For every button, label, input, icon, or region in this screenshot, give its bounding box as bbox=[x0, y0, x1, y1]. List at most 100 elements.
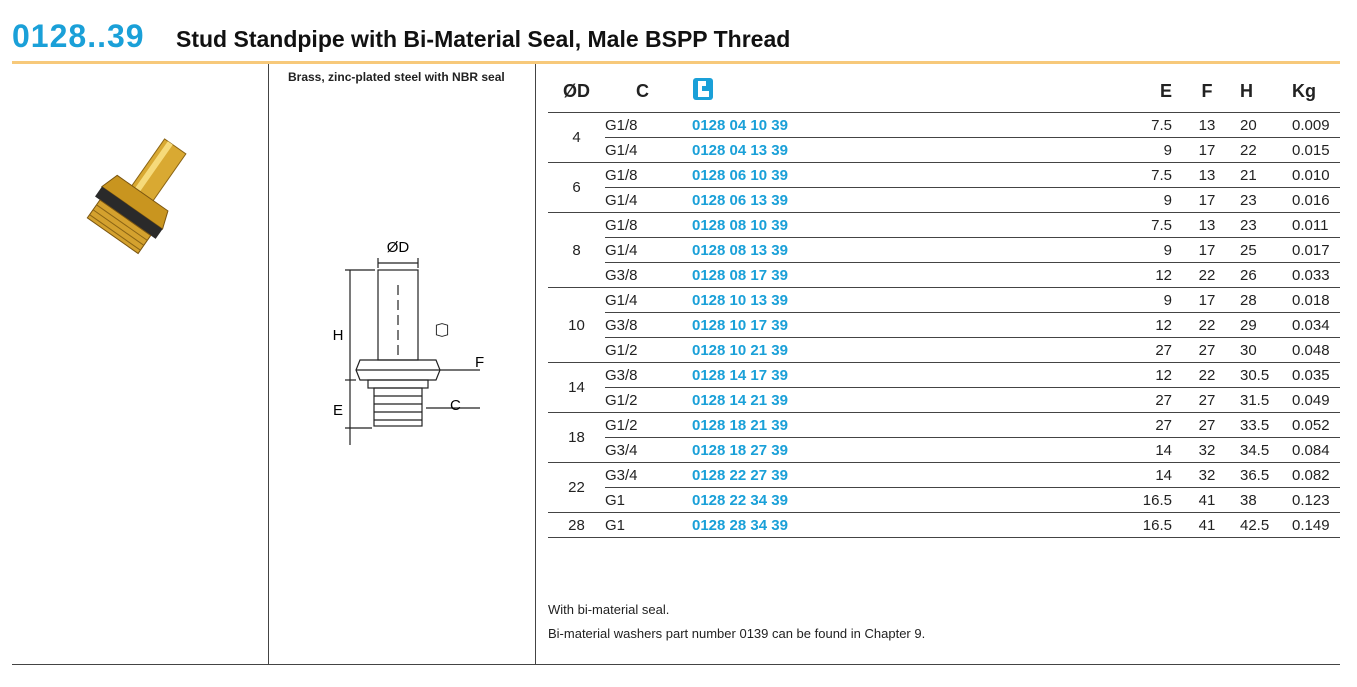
thread: G3/8 bbox=[605, 312, 680, 338]
dim-h: 36.5 bbox=[1232, 462, 1284, 488]
col-header: E bbox=[1159, 80, 1172, 101]
table-row: G1/4 0128 04 13 39 9 17 22 0.015 bbox=[548, 137, 1340, 163]
part-number[interactable]: 0128 04 10 39 bbox=[680, 112, 1130, 138]
dim-f: 22 bbox=[1182, 312, 1232, 338]
diameter: 28 bbox=[548, 512, 605, 538]
part-number[interactable]: 0128 14 17 39 bbox=[680, 362, 1130, 388]
divider bbox=[268, 64, 269, 664]
weight: 0.017 bbox=[1284, 237, 1340, 263]
dim-h: 38 bbox=[1232, 487, 1284, 513]
dim-f: 22 bbox=[1182, 262, 1232, 288]
dim-h: 42.5 bbox=[1232, 512, 1284, 538]
dim-f: 27 bbox=[1182, 337, 1232, 363]
dim-f: 27 bbox=[1182, 412, 1232, 438]
thread: G1/2 bbox=[605, 337, 680, 363]
weight: 0.016 bbox=[1284, 187, 1340, 213]
weight: 0.049 bbox=[1284, 387, 1340, 413]
part-number[interactable]: 0128 10 21 39 bbox=[680, 337, 1130, 363]
weight: 0.018 bbox=[1284, 287, 1340, 313]
dim-h: 25 bbox=[1232, 237, 1284, 263]
part-number[interactable]: 0128 28 34 39 bbox=[680, 512, 1130, 538]
thread: G3/4 bbox=[605, 437, 680, 463]
part-number[interactable]: 0128 18 27 39 bbox=[680, 437, 1130, 463]
col-header: F bbox=[1201, 80, 1213, 101]
weight: 0.034 bbox=[1284, 312, 1340, 338]
product-code: 0128..39 bbox=[12, 18, 145, 54]
dim-h: 28 bbox=[1232, 287, 1284, 313]
part-number[interactable]: 0128 18 21 39 bbox=[680, 412, 1130, 438]
weight: 0.149 bbox=[1284, 512, 1340, 538]
table-row: G1/2 0128 14 21 39 27 27 31.5 0.049 bbox=[548, 387, 1340, 413]
dim-label: F bbox=[475, 354, 484, 371]
table-row: G1/4 0128 08 13 39 9 17 25 0.017 bbox=[548, 237, 1340, 263]
col-header: C bbox=[636, 80, 649, 101]
part-number[interactable]: 0128 22 34 39 bbox=[680, 487, 1130, 513]
part-number[interactable]: 0128 08 17 39 bbox=[680, 262, 1130, 288]
product-title: Stud Standpipe with Bi-Material Seal, Ma… bbox=[176, 26, 791, 52]
dim-e: 27 bbox=[1130, 337, 1182, 363]
weight: 0.033 bbox=[1284, 262, 1340, 288]
note: With bi-material seal. bbox=[548, 602, 670, 617]
table-row: G3/4 0128 18 27 39 14 32 34.5 0.084 bbox=[548, 437, 1340, 463]
divider bbox=[535, 64, 536, 664]
part-number[interactable]: 0128 04 13 39 bbox=[680, 137, 1130, 163]
diameter: 8 bbox=[548, 212, 605, 288]
diameter: 18 bbox=[548, 412, 605, 463]
col-header: Kg bbox=[1292, 80, 1316, 101]
part-number[interactable]: 0128 06 10 39 bbox=[680, 162, 1130, 188]
part-number[interactable]: 0128 14 21 39 bbox=[680, 387, 1130, 413]
dim-e: 12 bbox=[1130, 312, 1182, 338]
part-number[interactable]: 0128 22 27 39 bbox=[680, 462, 1130, 488]
dim-e: 12 bbox=[1130, 262, 1182, 288]
material-text: Brass, zinc-plated steel with NBR seal bbox=[288, 70, 505, 84]
col-header: ØD bbox=[563, 80, 590, 101]
weight: 0.035 bbox=[1284, 362, 1340, 388]
thread: G1/4 bbox=[605, 187, 680, 213]
weight: 0.082 bbox=[1284, 462, 1340, 488]
footer-rule bbox=[12, 664, 1340, 665]
spec-table: ØD C E F H Kg 4 G1/8 0128 04 10 39 7.5 13 20 0… bbox=[548, 70, 1340, 538]
thread: G1/8 bbox=[605, 162, 680, 188]
part-number[interactable]: 0128 10 13 39 bbox=[680, 287, 1130, 313]
table-row: 18 G1/2 0128 18 21 39 27 27 33.5 0.052 bbox=[548, 412, 1340, 463]
table-row: 28 G1 0128 28 34 39 16.5 41 42.5 0.149 bbox=[548, 512, 1340, 538]
table-row: 14 G3/8 0128 14 17 39 12 22 30.5 0.035 bbox=[548, 362, 1340, 413]
thread: G1/8 bbox=[605, 212, 680, 238]
diameter: 10 bbox=[548, 287, 605, 363]
weight: 0.084 bbox=[1284, 437, 1340, 463]
technical-drawing: ØD H F E C bbox=[333, 239, 484, 445]
dim-e: 9 bbox=[1130, 187, 1182, 213]
product-photo bbox=[86, 138, 187, 255]
part-number[interactable]: 0128 08 13 39 bbox=[680, 237, 1130, 263]
diameter: 22 bbox=[548, 462, 605, 513]
header-rule bbox=[12, 61, 1340, 64]
diameter: 14 bbox=[548, 362, 605, 413]
col-header bbox=[680, 70, 1130, 113]
table-row: G1/2 0128 10 21 39 27 27 30 0.048 bbox=[548, 337, 1340, 363]
dim-h: 29 bbox=[1232, 312, 1284, 338]
dim-f: 13 bbox=[1182, 112, 1232, 138]
col-header: H bbox=[1240, 80, 1253, 101]
dim-h: 22 bbox=[1232, 137, 1284, 163]
dim-label: E bbox=[333, 402, 343, 419]
thread: G3/8 bbox=[605, 362, 680, 388]
note: Bi-material washers part number 0139 can… bbox=[548, 626, 926, 641]
dim-e: 14 bbox=[1130, 462, 1182, 488]
part-number[interactable]: 0128 06 13 39 bbox=[680, 187, 1130, 213]
dim-e: 12 bbox=[1130, 362, 1182, 388]
dim-e: 16.5 bbox=[1130, 487, 1182, 513]
dim-e: 7.5 bbox=[1130, 212, 1182, 238]
dim-h: 23 bbox=[1232, 187, 1284, 213]
dim-h: 20 bbox=[1232, 112, 1284, 138]
dim-h: 21 bbox=[1232, 162, 1284, 188]
table-row: G1/4 0128 06 13 39 9 17 23 0.016 bbox=[548, 187, 1340, 213]
thread: G3/4 bbox=[605, 462, 680, 488]
part-number[interactable]: 0128 10 17 39 bbox=[680, 312, 1130, 338]
table-row: 8 G1/8 0128 08 10 39 7.5 13 23 0.011 bbox=[548, 212, 1340, 288]
dim-label: C bbox=[450, 397, 461, 414]
table-row: 10 G1/4 0128 10 13 39 9 17 28 0.018 bbox=[548, 287, 1340, 363]
part-number[interactable]: 0128 08 10 39 bbox=[680, 212, 1130, 238]
thread: G1/2 bbox=[605, 412, 680, 438]
thread: G1/4 bbox=[605, 287, 680, 313]
thread: G1/4 bbox=[605, 137, 680, 163]
